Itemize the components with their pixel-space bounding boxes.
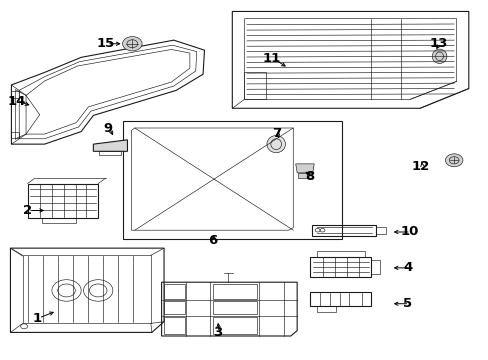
Polygon shape — [295, 164, 314, 173]
Text: 14: 14 — [7, 95, 25, 108]
Bar — [212, 301, 256, 315]
Text: 6: 6 — [208, 234, 217, 247]
Bar — [316, 306, 335, 312]
Bar — [42, 218, 76, 223]
Bar — [375, 226, 385, 234]
Text: 10: 10 — [399, 225, 418, 238]
Bar — [122, 121, 341, 239]
Bar — [99, 151, 121, 155]
Text: 9: 9 — [103, 122, 112, 135]
Bar — [163, 301, 184, 315]
Text: 12: 12 — [411, 160, 429, 173]
Circle shape — [122, 37, 142, 51]
Text: 5: 5 — [403, 297, 411, 310]
Text: 4: 4 — [403, 261, 412, 274]
Polygon shape — [298, 173, 311, 178]
Circle shape — [445, 154, 462, 167]
Text: 13: 13 — [428, 36, 447, 50]
Polygon shape — [93, 140, 127, 151]
Bar — [163, 284, 184, 299]
Bar — [370, 260, 379, 274]
Text: 11: 11 — [262, 51, 280, 64]
Bar — [212, 317, 256, 334]
Bar — [316, 251, 365, 257]
Text: 3: 3 — [213, 326, 222, 339]
Text: 7: 7 — [271, 127, 280, 140]
Text: 1: 1 — [33, 311, 42, 325]
Ellipse shape — [431, 49, 446, 63]
Text: 8: 8 — [305, 170, 314, 183]
Bar — [212, 284, 256, 299]
Ellipse shape — [266, 135, 285, 153]
Bar — [163, 317, 184, 334]
Text: 15: 15 — [96, 37, 114, 50]
Text: 2: 2 — [23, 204, 32, 217]
